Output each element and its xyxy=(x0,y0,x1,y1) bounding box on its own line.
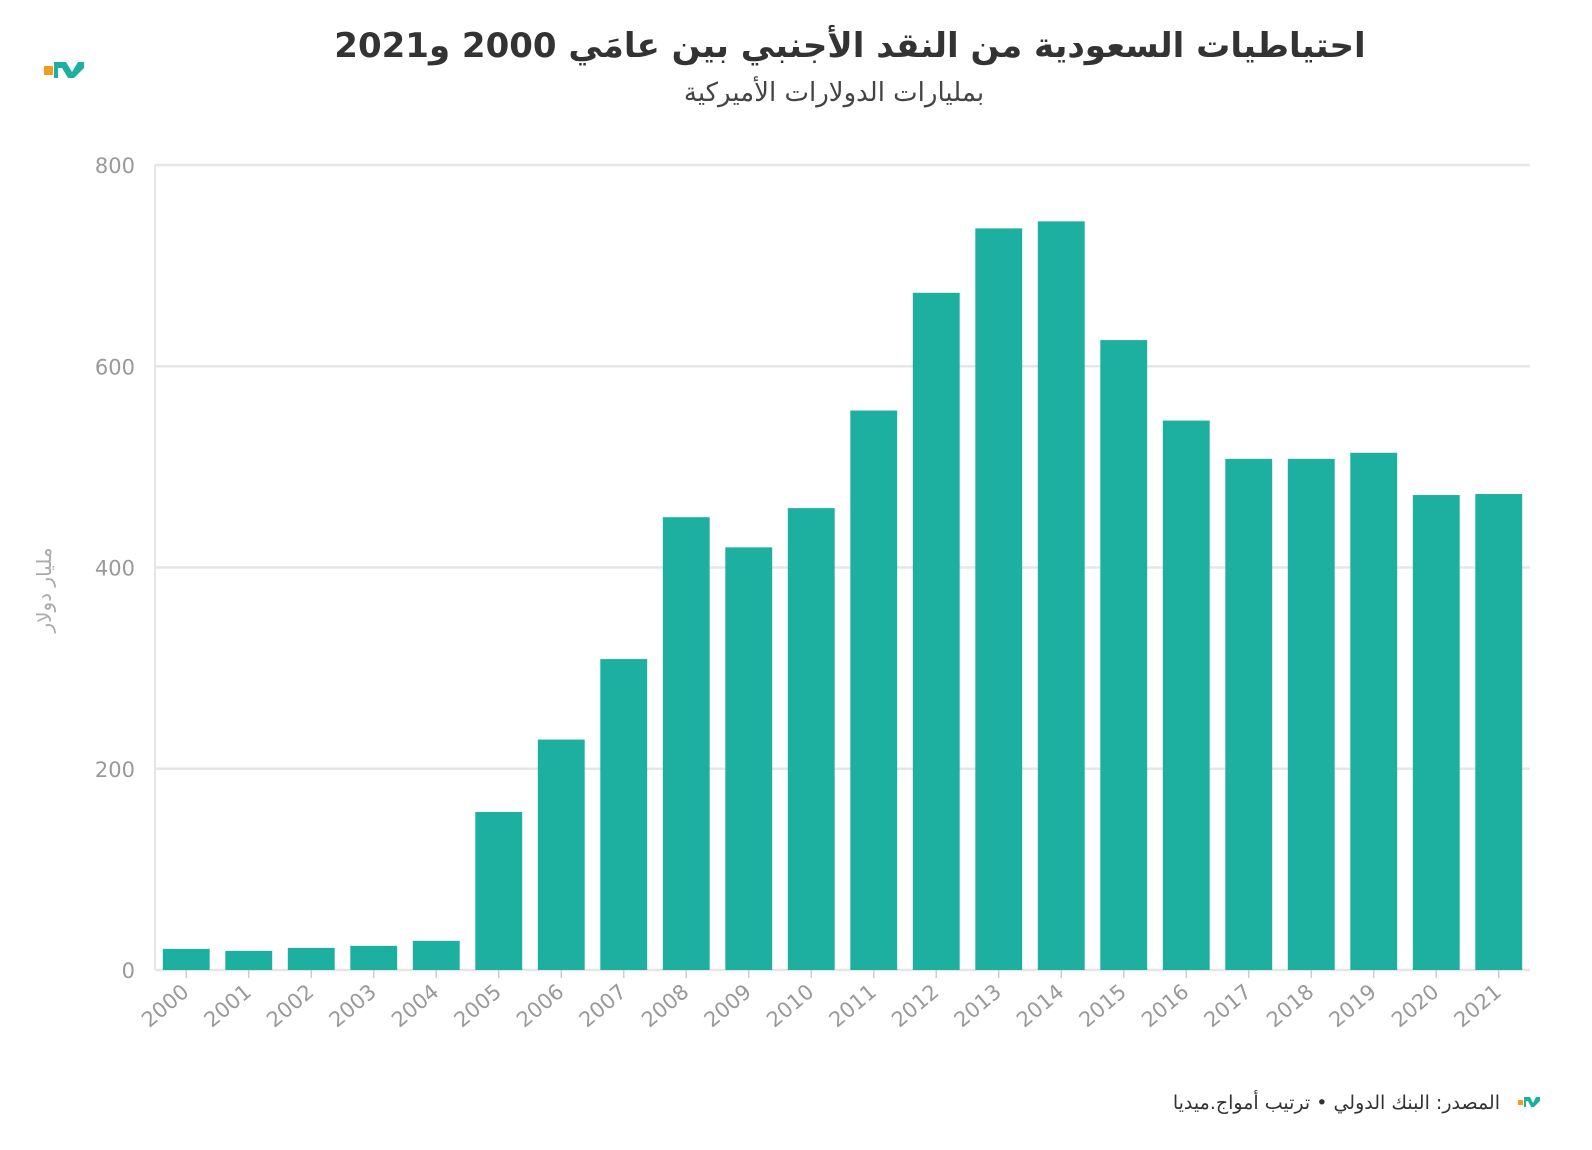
bar-2014 xyxy=(1037,221,1085,971)
x-tick-label: 2019 xyxy=(1325,979,1381,1032)
bar-2004 xyxy=(412,940,460,970)
bar-2008 xyxy=(662,517,710,970)
chart-subtitle: بمليارات الدولارات الأميركية xyxy=(683,78,985,108)
x-tick-label: 2005 xyxy=(450,979,506,1032)
x-tick-label: 2008 xyxy=(637,979,693,1032)
x-tick-label: 2016 xyxy=(1137,979,1193,1032)
brand-logo-icon xyxy=(44,62,84,78)
bar-2009 xyxy=(725,547,773,970)
source-footer: المصدر: البنك الدولي • ترتيب أمواج.ميديا xyxy=(1172,1092,1500,1114)
x-tick-label: 2015 xyxy=(1075,979,1131,1032)
x-tick-label: 2021 xyxy=(1450,979,1506,1032)
bar-2002 xyxy=(287,947,335,970)
bar-2019 xyxy=(1350,452,1398,971)
chart-title: احتياطيات السعودية من النقد الأجنبي بين … xyxy=(334,26,1366,66)
bar-2013 xyxy=(975,228,1023,971)
x-tick-label: 2003 xyxy=(325,979,381,1032)
bar-2021 xyxy=(1475,494,1523,970)
x-tick-label: 2000 xyxy=(137,979,193,1032)
x-tick-label: 2014 xyxy=(1012,979,1068,1032)
bar-2018 xyxy=(1287,458,1335,970)
x-tick-label: 2002 xyxy=(262,979,318,1032)
bar-2011 xyxy=(850,410,898,970)
x-tick-label: 2009 xyxy=(700,979,756,1032)
x-tick-label: 2004 xyxy=(387,979,443,1032)
x-tick-label: 2006 xyxy=(512,979,568,1032)
x-tick-label: 2010 xyxy=(762,979,818,1032)
bar-2001 xyxy=(225,950,273,970)
x-tick-label: 2013 xyxy=(950,979,1006,1032)
bar-2006 xyxy=(537,739,585,970)
footer-logo-icon xyxy=(1518,1097,1540,1107)
x-tick-label: 2017 xyxy=(1200,979,1256,1032)
bar-2016 xyxy=(1162,420,1210,970)
y-tick-label: 600 xyxy=(95,355,135,379)
bar-2000 xyxy=(162,948,210,970)
bar-2005 xyxy=(475,812,523,970)
x-tick-label: 2007 xyxy=(575,979,631,1032)
bar-2003 xyxy=(350,945,398,970)
x-tick-label: 2012 xyxy=(887,979,943,1032)
bar-2010 xyxy=(787,508,835,970)
y-tick-label: 0 xyxy=(122,959,135,983)
y-tick-label: 800 xyxy=(95,154,135,178)
bar-2015 xyxy=(1100,340,1148,970)
bar-2007 xyxy=(600,659,648,970)
bar-2012 xyxy=(912,292,960,970)
y-tick-label: 400 xyxy=(95,557,135,581)
y-tick-label: 200 xyxy=(95,758,135,782)
x-tick-label: 2001 xyxy=(200,979,256,1032)
x-tick-label: 2018 xyxy=(1262,979,1318,1032)
x-tick-label: 2020 xyxy=(1387,979,1443,1032)
bar-2017 xyxy=(1225,458,1273,970)
bar-2020 xyxy=(1412,495,1460,970)
x-tick-label: 2011 xyxy=(825,979,881,1032)
